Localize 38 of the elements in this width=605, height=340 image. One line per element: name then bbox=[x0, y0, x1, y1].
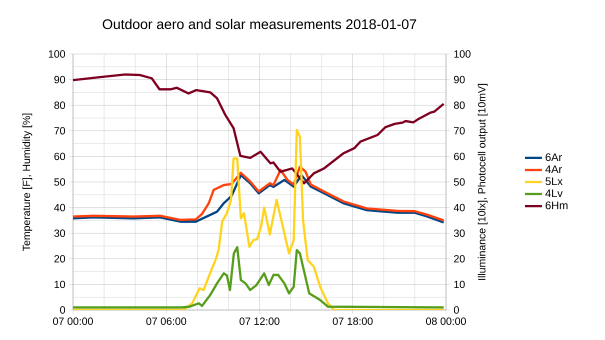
line-series bbox=[73, 174, 445, 224]
y2-tick-label: 70 bbox=[454, 127, 465, 135]
y-tick-label: 20 bbox=[54, 255, 66, 263]
y-tick-label: 10 bbox=[54, 280, 66, 288]
x-tick-label: 08 00:00 bbox=[426, 318, 466, 325]
chart-title: Outdoor aero and solar measurements 2018-01-07 bbox=[102, 18, 416, 30]
y2-tick-label: 30 bbox=[454, 230, 465, 237]
y-tick-label: 80 bbox=[54, 102, 66, 109]
y-tick-label: 40 bbox=[54, 204, 66, 212]
y-tick-label: 50 bbox=[54, 178, 66, 186]
x-tick-label: 07 00:00 bbox=[53, 318, 93, 325]
y2-tick-label: 80 bbox=[454, 102, 465, 109]
line-series bbox=[73, 73, 445, 184]
legend-label: 4Lv bbox=[545, 190, 563, 198]
line-series bbox=[73, 165, 445, 222]
x-tick-label: 07 18:00 bbox=[332, 318, 373, 325]
legend-label: 5Lx bbox=[546, 177, 563, 186]
x-tick-label: 07 06:00 bbox=[146, 318, 186, 325]
y2-tick-label: 100 bbox=[454, 50, 471, 58]
y2-tick-label: 90 bbox=[454, 76, 465, 84]
legend-label: 6Ar bbox=[546, 153, 562, 162]
y2-axis-title: Illuminance [10lx], Photocell output [10mV] bbox=[478, 84, 488, 280]
y2-tick-label: 50 bbox=[454, 178, 465, 186]
y2-tick-label: 40 bbox=[454, 204, 465, 212]
y-tick-label: 90 bbox=[54, 76, 66, 84]
y2-tick-label: 10 bbox=[454, 280, 465, 288]
y-tick-label: 70 bbox=[54, 127, 66, 135]
legend-label: 4Ar bbox=[545, 165, 562, 173]
y2-tick-label: 0 bbox=[454, 306, 459, 314]
x-tick-label: 07 12:00 bbox=[240, 318, 280, 325]
y2-tick-label: 20 bbox=[454, 255, 465, 263]
legend-label: 6Hm bbox=[546, 202, 568, 210]
y-tick-label: 0 bbox=[60, 306, 66, 314]
y-tick-label: 100 bbox=[48, 50, 66, 58]
y2-tick-label: 60 bbox=[454, 152, 465, 160]
y-tick-label: 30 bbox=[54, 230, 66, 237]
y-tick-label: 60 bbox=[54, 152, 66, 160]
y-axis-title: Temperature [F], Humidity [%] bbox=[22, 114, 32, 251]
